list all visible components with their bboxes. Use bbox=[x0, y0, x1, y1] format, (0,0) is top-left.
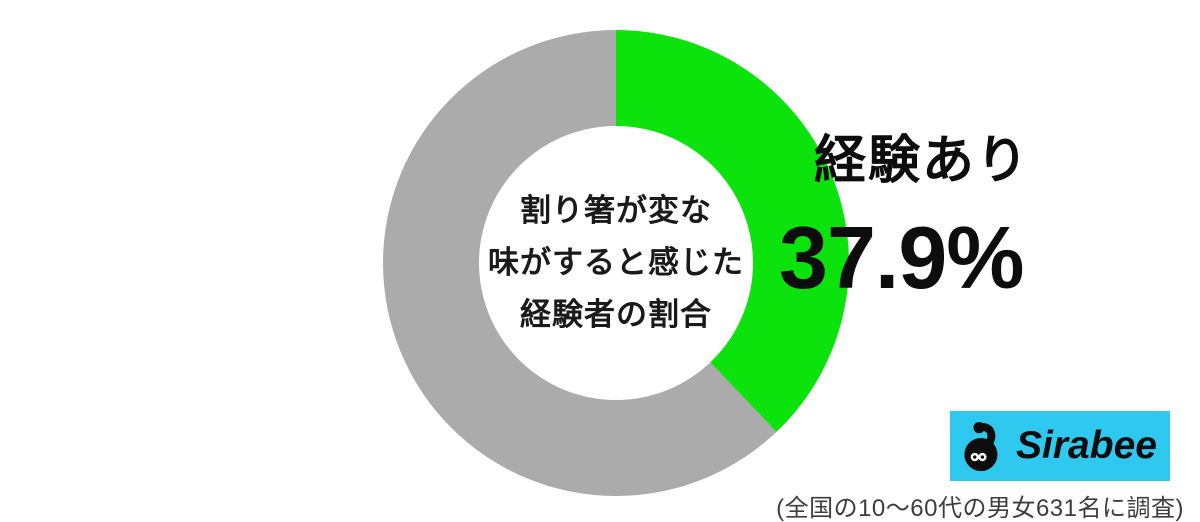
sirabee-logo: Sirabee bbox=[950, 411, 1170, 481]
survey-caption: (全国の10〜60代の男女631名に調査) bbox=[776, 495, 1184, 522]
donut-chart: 割り箸が変な 味がすると感じた 経験者の割合 bbox=[383, 30, 849, 496]
chart-title-line-2: 味がすると感じた bbox=[488, 245, 744, 280]
slice-label: 経験あり bbox=[814, 132, 1031, 190]
sirabee-wordmark: Sirabee bbox=[1016, 424, 1157, 467]
chart-title-line-1: 割り箸が変な bbox=[520, 193, 712, 228]
donut-center: 割り箸が変な 味がすると感じた 経験者の割合 bbox=[479, 126, 753, 400]
sirabee-mascot-icon bbox=[964, 421, 998, 472]
slice-value: 37.9% bbox=[779, 208, 1025, 307]
chart-title-line-3: 経験者の割合 bbox=[520, 297, 712, 332]
